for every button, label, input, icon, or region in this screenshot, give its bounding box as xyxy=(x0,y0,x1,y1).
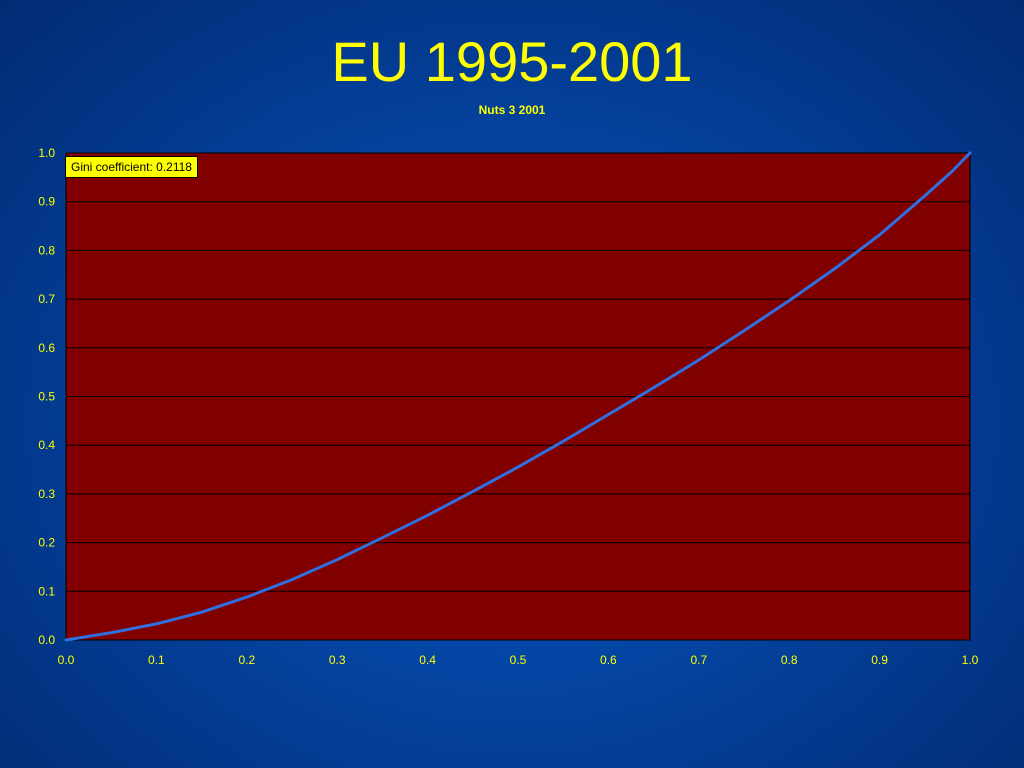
y-tick-label: 0.1 xyxy=(38,584,55,598)
x-tick-label: 0.6 xyxy=(600,653,617,667)
y-tick-label: 0.5 xyxy=(38,390,55,404)
y-tick-label: 0.4 xyxy=(38,438,55,452)
y-tick-label: 0.3 xyxy=(38,487,55,501)
x-tick-label: 0.7 xyxy=(690,653,707,667)
series-line-lorenz-curve xyxy=(64,151,972,642)
x-tick-label: 0.4 xyxy=(419,653,436,667)
y-tick-label: 0.8 xyxy=(38,243,55,257)
x-tick-label: 0.8 xyxy=(781,653,798,667)
y-tick-label: 0.6 xyxy=(38,341,55,355)
x-tick-label: 0.2 xyxy=(238,653,255,667)
chart-subtitle: Nuts 3 2001 xyxy=(478,103,546,117)
y-tick-label: 0.0 xyxy=(38,633,55,647)
y-tick-label: 0.9 xyxy=(38,195,55,209)
slide-title: EU 1995-2001 xyxy=(331,30,693,93)
x-axis-ticks: 0.0 0.1 0.2 0.3 0.4 0.5 0.6 0.7 0.8 0.9 1.0 xyxy=(58,653,979,667)
x-tick-label: 0.9 xyxy=(871,653,888,667)
x-tick-label: 0.1 xyxy=(148,653,165,667)
x-tick-label: 1.0 xyxy=(962,653,979,667)
y-tick-label: 1.0 xyxy=(38,146,55,160)
x-tick-label: 0.5 xyxy=(510,653,527,667)
gini-coefficient-label: Gini coefficient: 0.2118 xyxy=(65,156,198,178)
y-tick-label: 0.7 xyxy=(38,292,55,306)
x-tick-label: 0.0 xyxy=(58,653,75,667)
y-axis-ticks: 0.0 0.1 0.2 0.3 0.4 0.5 0.6 0.7 0.8 0.9 1.0 xyxy=(38,146,55,647)
grid-lines xyxy=(66,152,970,641)
x-tick-label: 0.3 xyxy=(329,653,346,667)
y-tick-label: 0.2 xyxy=(38,536,55,550)
